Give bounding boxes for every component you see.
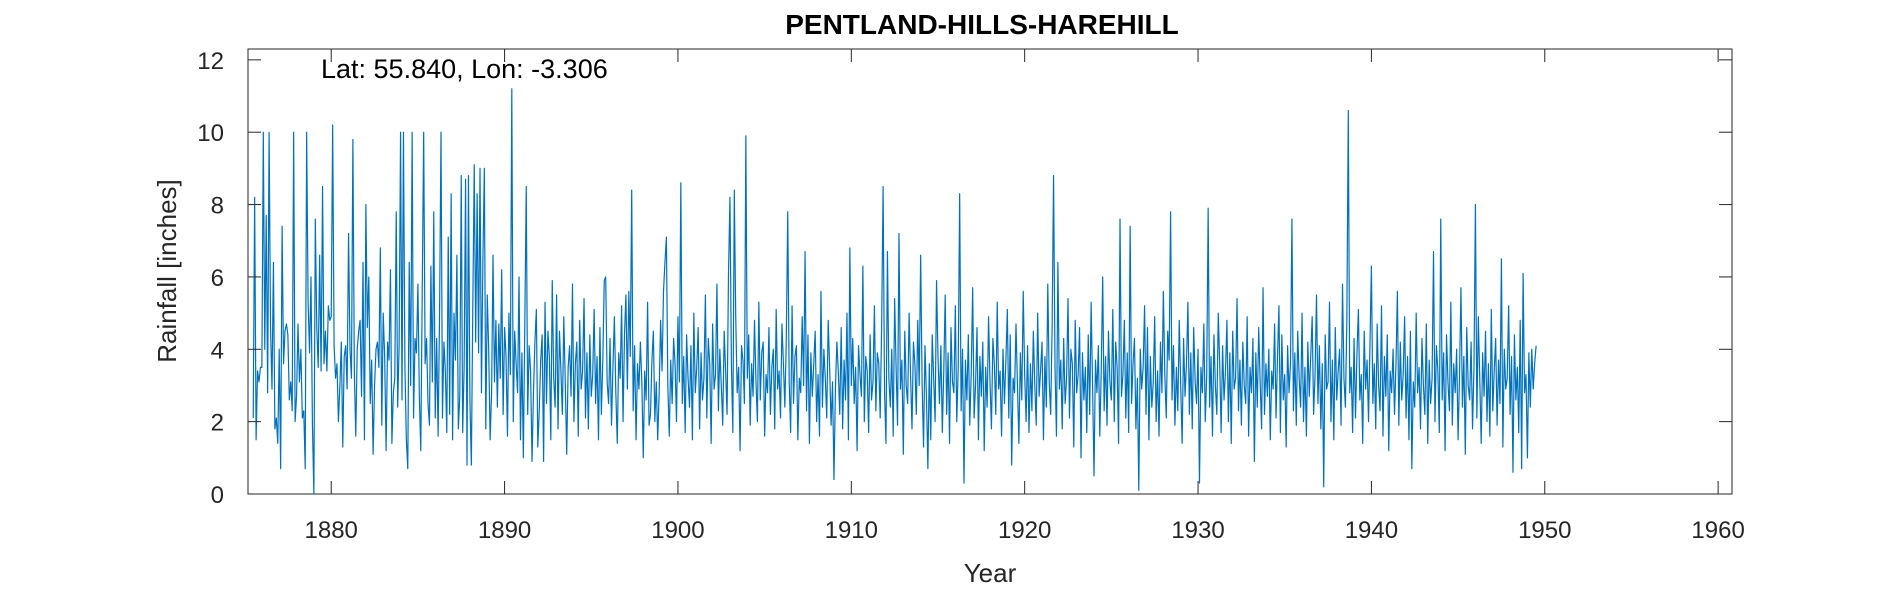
x-axis-label: Year <box>964 558 1017 588</box>
y-tick-label: 8 <box>211 193 224 220</box>
x-tick-label: 1910 <box>825 517 878 544</box>
y-axis-ticks: 0 2 4 6 8 10 12 <box>197 48 1732 509</box>
x-tick-label: 1960 <box>1691 517 1744 544</box>
y-tick-label: 12 <box>197 48 224 75</box>
x-tick-label: 1940 <box>1345 517 1398 544</box>
x-tick-label: 1930 <box>1171 517 1224 544</box>
y-tick-label: 2 <box>211 410 224 437</box>
x-tick-label: 1950 <box>1518 517 1571 544</box>
y-tick-label: 0 <box>211 482 224 509</box>
y-axis-label: Rainfall [inches] <box>152 179 182 363</box>
x-axis-ticks: 1880 1890 1900 1910 1920 1930 1940 1950 1960 <box>305 49 1745 544</box>
location-annotation: Lat: 55.840, Lon: -3.306 <box>321 54 608 84</box>
x-tick-label: 1900 <box>651 517 704 544</box>
x-tick-label: 1920 <box>998 517 1051 544</box>
y-tick-label: 4 <box>211 337 224 364</box>
rainfall-series-line <box>252 88 1537 495</box>
chart-title: PENTLAND-HILLS-HAREHILL <box>785 9 1179 40</box>
x-tick-label: 1880 <box>305 517 358 544</box>
y-tick-label: 6 <box>211 265 224 292</box>
x-tick-label: 1890 <box>478 517 531 544</box>
y-tick-label: 10 <box>197 120 224 147</box>
axes-box <box>247 48 1733 495</box>
plot-area: 1880 1890 1900 1910 1920 1930 1940 1950 1960 0 2 4… <box>197 48 1745 544</box>
